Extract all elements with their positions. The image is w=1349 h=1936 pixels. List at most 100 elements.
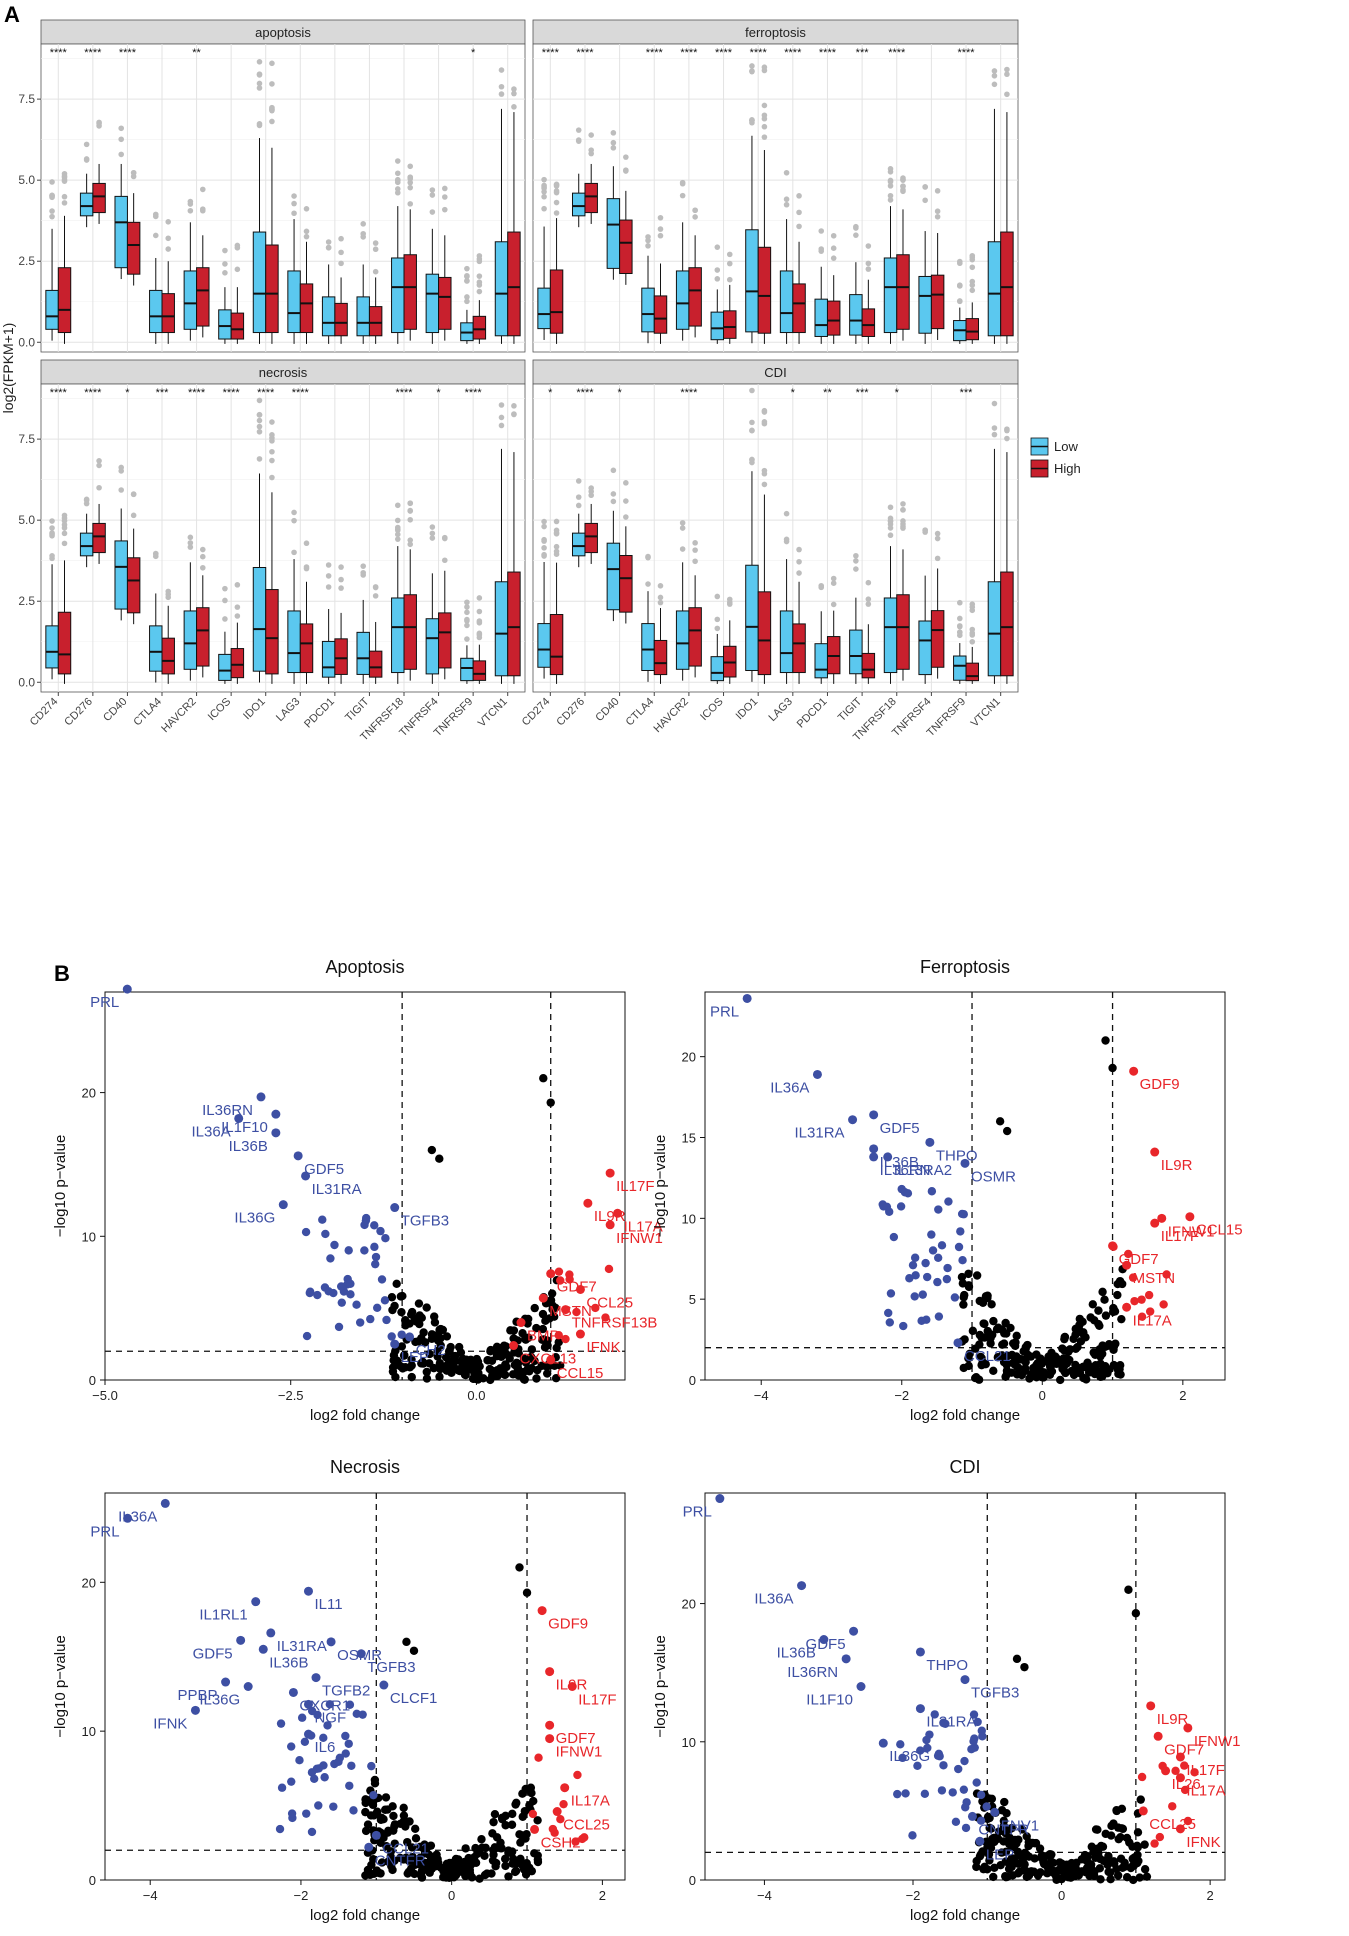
box-CTLA4-low	[149, 550, 163, 683]
outlier-point	[49, 525, 55, 531]
box-body	[779, 610, 794, 674]
box-body	[792, 283, 806, 334]
box-body	[425, 618, 440, 675]
box-body	[196, 607, 210, 667]
outlier-point	[394, 524, 401, 531]
box-body	[653, 295, 668, 334]
box-body	[196, 267, 210, 327]
point-IL11	[303, 1586, 313, 1596]
significance-label: *	[617, 387, 622, 399]
point-up	[534, 1753, 543, 1762]
point-down	[360, 1220, 369, 1230]
box-ICOS-high	[723, 596, 737, 684]
point-down	[297, 1713, 307, 1722]
gene-label: BMP	[527, 1328, 560, 1345]
point-ns	[389, 1351, 399, 1360]
gene-label: GDF5	[880, 1120, 920, 1137]
significance-label: ***	[856, 47, 870, 59]
point-ns	[1112, 1864, 1121, 1874]
outlier-point	[372, 240, 379, 246]
point-ns	[1061, 1359, 1070, 1368]
outlier-point	[991, 68, 998, 74]
box-body	[918, 620, 932, 676]
point-ns	[1069, 1334, 1078, 1344]
x-tick-label: CD276	[554, 696, 587, 729]
outlier-point	[222, 597, 228, 604]
facet-title: ferroptosis	[745, 25, 806, 40]
outlier-point	[749, 427, 755, 434]
outlier-point	[118, 125, 125, 132]
outlier-point	[783, 510, 790, 517]
point-IL9R	[1150, 1147, 1160, 1157]
point-ns	[1013, 1362, 1022, 1372]
point-ns	[1094, 1844, 1103, 1854]
point-ns	[1022, 1832, 1031, 1841]
point-ns	[1096, 1367, 1106, 1376]
outlier-point	[407, 508, 414, 514]
point-ns	[389, 1811, 398, 1821]
point-down	[908, 1260, 918, 1270]
point-ns	[489, 1817, 498, 1827]
plot-title: Apoptosis	[325, 957, 404, 977]
outlier-point	[553, 189, 560, 196]
panel-a-label: A	[4, 2, 20, 27]
outlier-point	[130, 512, 137, 519]
point-ns	[411, 1824, 420, 1834]
point-ns	[513, 1363, 523, 1372]
point-ns	[1007, 1368, 1016, 1377]
outlier-point	[303, 205, 310, 212]
facet-strip	[532, 19, 1019, 45]
legend: Low High	[1030, 437, 1081, 478]
point-down	[301, 1227, 311, 1237]
point-down	[976, 1816, 986, 1825]
outlier-point	[969, 630, 976, 636]
point-ns	[1017, 1851, 1026, 1861]
point-ns	[1001, 1847, 1011, 1856]
outlier-point	[429, 187, 436, 193]
y-tick-label: 2.5	[18, 594, 35, 608]
plot-frame	[104, 991, 626, 1381]
outlier-point	[610, 467, 617, 474]
point-ns	[986, 1339, 995, 1348]
point-ns	[522, 1588, 532, 1597]
point-ns	[1111, 1339, 1120, 1348]
outlier-point	[853, 225, 859, 231]
box-body	[814, 298, 828, 337]
x-tick-label: HAVCR2	[652, 696, 691, 735]
outlier-point	[714, 244, 721, 250]
point-up	[556, 1814, 565, 1824]
point-down	[922, 1272, 932, 1282]
gene-labels: IL36APRLIL1RL1IL11GDF5IL31RAOSMRIL36BTGF…	[90, 1498, 617, 1869]
box-IDO1-low	[252, 397, 267, 683]
outlier-point	[957, 623, 963, 630]
point-PRL	[742, 993, 752, 1003]
gene-label: TGFB3	[971, 1685, 1019, 1702]
point-down	[942, 1274, 952, 1284]
box-body	[57, 611, 72, 675]
y-tick-label: 2.5	[18, 254, 35, 268]
point-down	[377, 1275, 387, 1284]
point-down	[934, 1205, 943, 1214]
outlier-point	[957, 258, 963, 265]
gene-label: CSH2	[541, 1834, 581, 1851]
outlier-point	[407, 201, 414, 207]
box-body	[723, 310, 737, 339]
point-up	[1145, 1307, 1155, 1316]
point-ns	[418, 1357, 428, 1367]
outlier-point	[152, 553, 159, 560]
gene-label: PRL	[710, 1003, 739, 1020]
point-up	[601, 1313, 610, 1322]
point-ns	[1115, 1361, 1125, 1370]
outlier-point	[623, 154, 629, 160]
point-ns	[1008, 1339, 1018, 1348]
gene-label: GDF5	[806, 1636, 846, 1653]
point-ns	[1127, 1862, 1137, 1871]
points	[893, 1585, 1199, 1885]
point-ns	[405, 1319, 414, 1328]
outlier-point	[256, 122, 263, 129]
outlier-point	[1004, 66, 1010, 73]
point-IL31RA	[266, 1628, 276, 1638]
point-ns	[1027, 1867, 1036, 1876]
x-tick-label: ICOS	[206, 696, 234, 724]
